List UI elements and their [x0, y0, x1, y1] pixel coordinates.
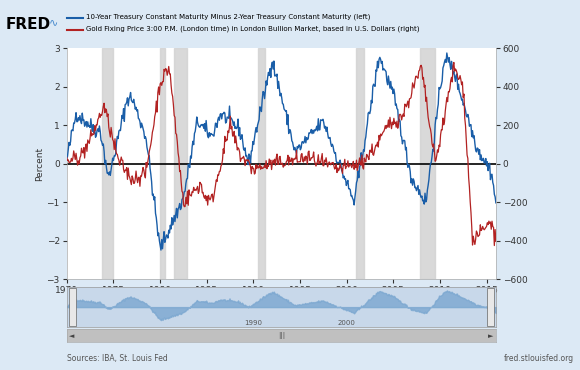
Text: fred.stlouisfed.org: fred.stlouisfed.org — [504, 354, 574, 363]
Text: ►: ► — [488, 333, 494, 339]
Text: Sources: IBA, St. Louis Fed: Sources: IBA, St. Louis Fed — [67, 354, 168, 363]
Bar — [356, 48, 364, 279]
Text: 2000: 2000 — [338, 320, 356, 326]
Bar — [420, 48, 435, 279]
Bar — [487, 289, 494, 326]
Text: Gold Fixing Price 3:00 P.M. (London time) in London Bullion Market, based in U.S: Gold Fixing Price 3:00 P.M. (London time… — [86, 26, 419, 32]
Bar — [68, 289, 76, 326]
Y-axis label: Percent: Percent — [35, 147, 44, 181]
Bar — [160, 48, 165, 279]
Bar — [174, 48, 187, 279]
Text: FRED: FRED — [6, 17, 51, 32]
Text: ∿: ∿ — [49, 17, 59, 27]
Bar — [258, 48, 265, 279]
Text: 1990: 1990 — [244, 320, 262, 326]
Text: ◄: ◄ — [69, 333, 74, 339]
Text: |||: ||| — [278, 332, 285, 339]
Bar — [102, 48, 113, 279]
Text: 10-Year Treasury Constant Maturity Minus 2-Year Treasury Constant Maturity (left: 10-Year Treasury Constant Maturity Minus… — [86, 14, 370, 20]
